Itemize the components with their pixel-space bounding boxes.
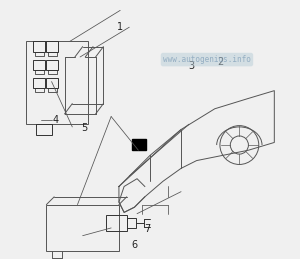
Text: 1: 1 (117, 22, 123, 32)
Text: 7: 7 (144, 224, 151, 234)
Text: 3: 3 (188, 61, 194, 71)
Bar (46, 60, 58, 70)
Bar (48, 88, 57, 92)
Bar (35, 88, 44, 92)
Bar (46, 205, 119, 251)
Text: 6: 6 (131, 240, 137, 250)
Bar (36, 124, 52, 135)
Text: www.autogenius.info: www.autogenius.info (163, 55, 251, 64)
Bar (48, 52, 57, 56)
Bar (34, 41, 45, 52)
Text: 4: 4 (52, 116, 59, 125)
Text: 5: 5 (81, 123, 87, 133)
Bar (35, 70, 44, 74)
Bar (46, 41, 58, 52)
Bar (127, 218, 136, 228)
Bar (132, 139, 146, 150)
Bar (34, 60, 45, 70)
Bar (46, 78, 58, 88)
Bar (106, 215, 127, 231)
Text: 2: 2 (217, 57, 223, 67)
Bar (26, 41, 88, 124)
Bar (34, 78, 45, 88)
Bar (48, 70, 57, 74)
Bar (35, 52, 44, 56)
